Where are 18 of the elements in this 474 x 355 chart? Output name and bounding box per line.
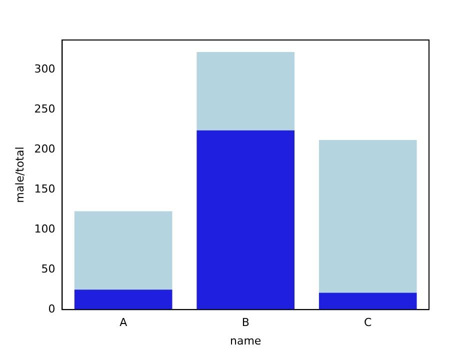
x-axis-title: name [230, 334, 262, 348]
bar [318, 140, 417, 293]
y-tick-label: 250 [34, 102, 56, 116]
x-tick-label: A [120, 316, 128, 330]
bar [74, 290, 172, 310]
y-tick-label: 300 [34, 62, 56, 76]
y-tick-label: 0 [48, 302, 56, 316]
y-axis-title: male/total [13, 146, 26, 203]
x-tick-label: B [242, 316, 250, 330]
y-tick-label: 100 [34, 222, 56, 236]
bar [318, 292, 417, 310]
y-tick-label: 150 [34, 182, 56, 196]
y-tick-label: 50 [41, 262, 56, 276]
bar [74, 211, 172, 290]
bar [196, 52, 295, 130]
y-tick-label: 200 [34, 142, 56, 156]
bar [196, 130, 295, 310]
x-tick-label: C [364, 316, 372, 330]
